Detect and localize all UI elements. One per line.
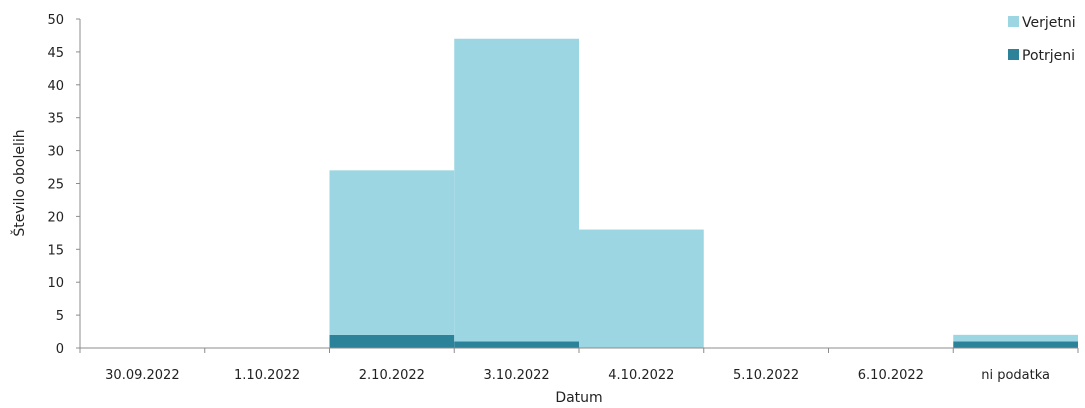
bar-verjetni-4 <box>454 38 579 342</box>
y-tick-label: 15 <box>47 243 64 258</box>
x-axis-title: Datum <box>555 390 602 406</box>
legend-swatch-potrjeni <box>1008 49 1019 60</box>
legend-label-verjetni: Verjetni <box>1022 15 1076 31</box>
legend-label-potrjeni: Potrjeni <box>1022 48 1075 64</box>
bars <box>329 38 1078 348</box>
y-tick-label: 20 <box>47 210 64 225</box>
y-tick-label: 30 <box>47 145 64 160</box>
x-tick-label: 6.10.2022 <box>858 368 924 383</box>
legend-swatch-verjetni <box>1008 16 1019 27</box>
y-tick-label: 25 <box>47 178 64 193</box>
bar-potrjeni-8 <box>953 341 1078 348</box>
y-axis-title: Število obolelih <box>10 129 28 236</box>
y-tick-label: 40 <box>47 79 64 94</box>
y-tick-label: 0 <box>56 342 64 357</box>
bar-verjetni-8 <box>953 334 1078 342</box>
y-tick-label: 45 <box>47 46 64 61</box>
y-tick-label: 50 <box>47 13 64 28</box>
y-tick-label: 10 <box>47 276 64 291</box>
y-tick-label: 5 <box>56 309 64 324</box>
bar-verjetni-3 <box>329 170 455 335</box>
bar-verjetni-5 <box>579 229 704 348</box>
x-tick-label: 5.10.2022 <box>733 368 799 383</box>
bar-potrjeni-4 <box>454 341 579 348</box>
bar-potrjeni-3 <box>329 334 455 348</box>
x-tick-label: 2.10.2022 <box>359 368 425 383</box>
x-tick-label: 1.10.2022 <box>234 368 300 383</box>
x-tick-label: 30.09.2022 <box>105 368 179 383</box>
y-tick-label: 35 <box>47 112 64 127</box>
legend: Verjetni Potrjeni <box>1008 15 1076 64</box>
x-tick-label: 3.10.2022 <box>484 368 550 383</box>
axes: 0 5 10 15 20 25 30 35 40 45 50 30.09.2022 1.10.2022 2… <box>47 13 1079 383</box>
x-tick-label: 4.10.2022 <box>608 368 674 383</box>
x-tick-label: ni podatka <box>981 368 1050 383</box>
